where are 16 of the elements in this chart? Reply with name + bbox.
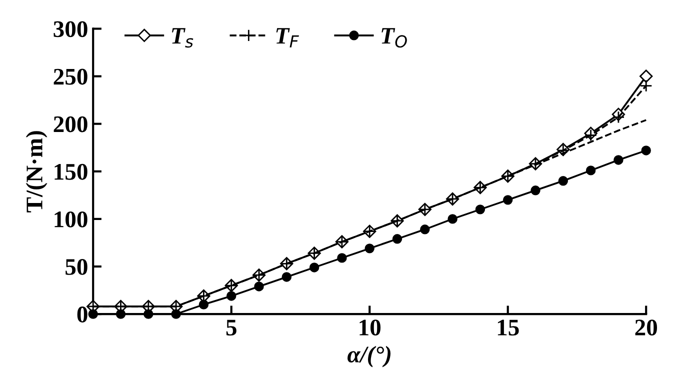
legend-label: T$_{F}$	[276, 28, 299, 48]
y-tick-label: 200	[54, 116, 88, 132]
y-tick-label: 100	[54, 211, 88, 228]
y-tick-label: 50	[66, 258, 88, 275]
y-tick-label: 0	[77, 306, 88, 322]
x-tick-label: 20	[635, 320, 658, 336]
legend-label: T$_{s}$	[172, 28, 194, 48]
y-tick-label: 250	[54, 68, 88, 85]
x-tick-label: 5	[226, 320, 236, 336]
y-tick-label: 300	[54, 21, 88, 38]
x-tick-label: 15	[498, 320, 519, 336]
y-axis-title: T/(N·m)	[26, 131, 48, 212]
x-tick-label: 10	[360, 320, 381, 336]
x-axis-title: α/(°)	[348, 346, 390, 368]
legend-label: T$_{O}$	[382, 28, 407, 48]
y-tick-label: 150	[54, 164, 88, 180]
